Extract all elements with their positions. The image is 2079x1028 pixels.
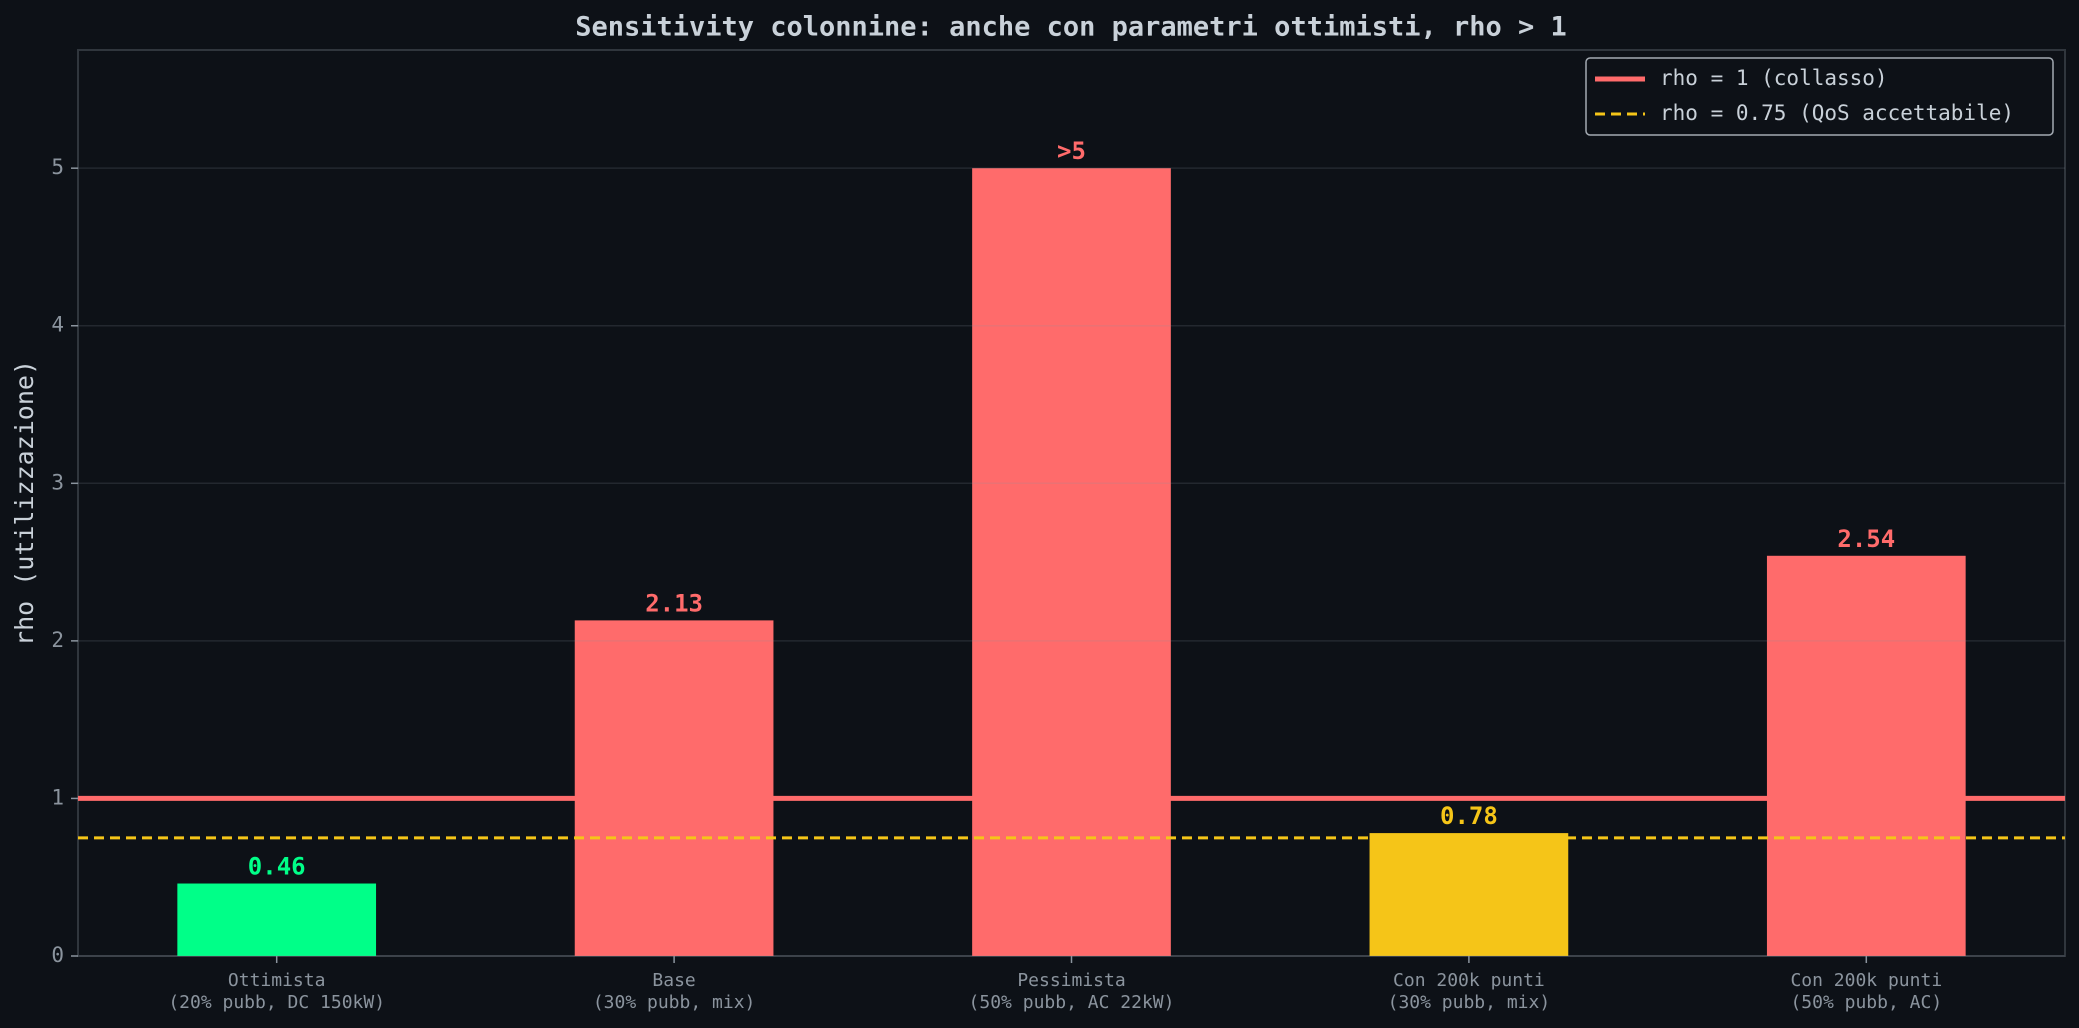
bar — [177, 883, 377, 956]
value-label: 2.13 — [645, 589, 703, 617]
y-tick-label: 1 — [51, 785, 64, 809]
x-tick-label: Base (30% pubb, mix) — [592, 970, 756, 1013]
y-tick-label: 3 — [51, 470, 64, 494]
bar — [574, 620, 774, 956]
legend-label: rho = 1 (collasso) — [1660, 66, 1888, 90]
value-label: 2.54 — [1837, 525, 1895, 553]
x-tick-label: Ottimista (20% pubb, DC 150kW) — [168, 970, 386, 1013]
value-label: >5 — [1057, 137, 1086, 165]
legend-box — [1585, 57, 2054, 136]
y-tick-label: 4 — [51, 313, 64, 337]
x-tick-label: Pessimista (50% pubb, AC 22kW) — [968, 970, 1175, 1013]
bar — [1369, 833, 1569, 956]
y-tick-label: 2 — [51, 628, 64, 652]
value-label: 0.78 — [1440, 802, 1498, 830]
y-tick-label: 0 — [51, 943, 64, 967]
value-label: 0.46 — [248, 853, 306, 881]
bar — [972, 168, 1171, 956]
legend: rho = 1 (collasso) rho = 0.75 (QoS accett… — [1585, 57, 2054, 136]
legend-label: rho = 0.75 (QoS accettabile) — [1660, 101, 2014, 125]
y-tick-label: 5 — [51, 155, 64, 179]
x-tick-label: Con 200k punti (50% pubb, AC) — [1790, 970, 1943, 1013]
x-tick-label: Con 200k punti (30% pubb, mix) — [1387, 970, 1551, 1013]
y-axis-label: rho (utilizzazione) — [10, 360, 39, 646]
bar — [1766, 555, 1966, 956]
chart-title: Sensitivity colonnine: anche con paramet… — [575, 12, 1567, 43]
